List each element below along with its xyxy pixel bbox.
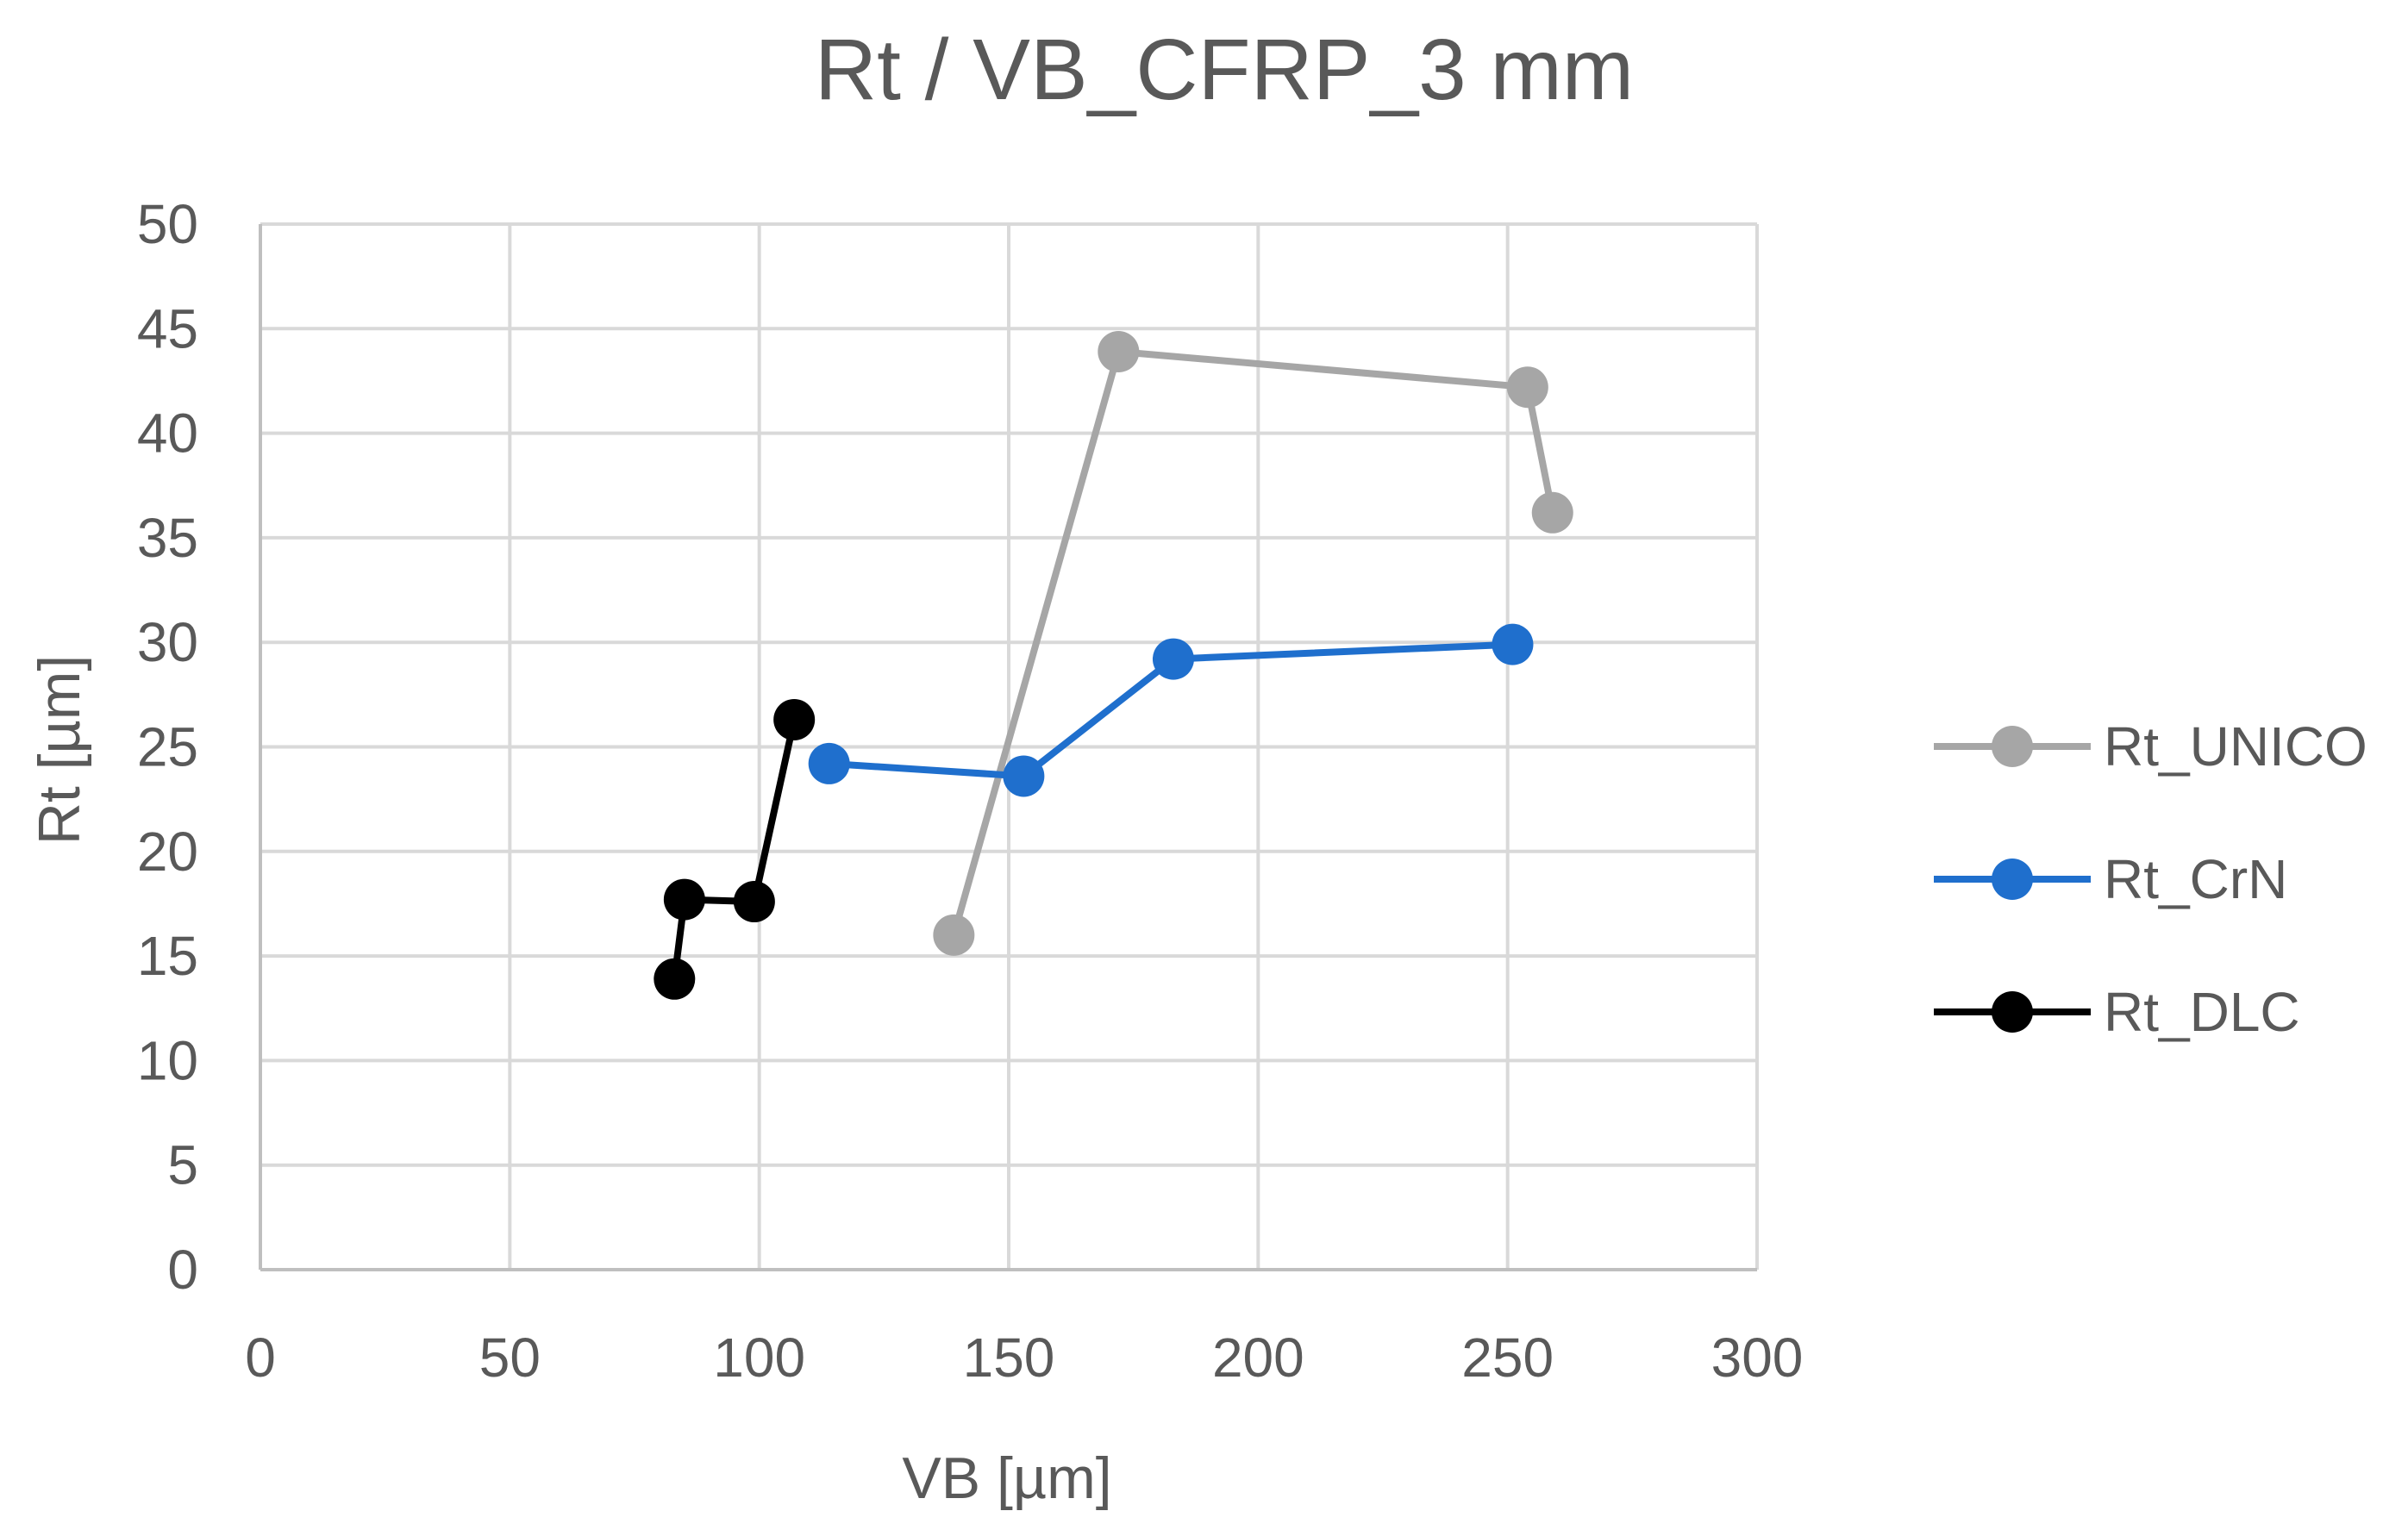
- y-tick-label: 30: [137, 611, 198, 673]
- data-point-rt-crn: [1152, 638, 1194, 680]
- x-axis-title: VB [µm]: [902, 1445, 1111, 1511]
- legend-marker-rt-dlc: [1992, 991, 2033, 1033]
- x-tick-label: 250: [1461, 1327, 1554, 1389]
- x-tick-label: 300: [1711, 1327, 1804, 1389]
- legend: Rt_UNICO Rt_CrN Rt_DLC: [1934, 715, 2367, 1043]
- chart-title: Rt / VB_CFRP_3 mm: [815, 22, 1634, 118]
- legend-item-rt-crn: Rt_CrN: [1934, 848, 2287, 910]
- y-axis-title: Rt [µm]: [27, 655, 92, 846]
- legend-marker-rt-crn: [1992, 859, 2033, 900]
- data-point-rt-unico: [1531, 491, 1573, 534]
- legend-label-rt-dlc: Rt_DLC: [2104, 981, 2300, 1043]
- data-point-rt-crn: [1492, 623, 1534, 665]
- series-rt-crn: [808, 623, 1534, 797]
- series-rt-dlc: [654, 698, 816, 1000]
- data-point-rt-crn: [808, 742, 850, 784]
- data-point-rt-dlc: [733, 881, 775, 923]
- x-axis-tick-labels: 0 50 100 150 200 250 300: [245, 1327, 1803, 1389]
- y-tick-label: 40: [137, 403, 198, 465]
- data-point-rt-unico: [933, 914, 975, 956]
- y-tick-label: 15: [137, 925, 198, 987]
- series-line-rt-unico: [950, 348, 1556, 936]
- legend-item-rt-unico: Rt_UNICO: [1934, 715, 2367, 777]
- data-point-rt-dlc: [773, 698, 816, 740]
- data-point-rt-crn: [1003, 755, 1045, 797]
- y-tick-label: 0: [167, 1239, 198, 1301]
- y-tick-label: 5: [167, 1134, 198, 1196]
- y-tick-label: 10: [137, 1029, 198, 1091]
- data-point-rt-unico: [1098, 330, 1140, 372]
- data-point-rt-unico: [1506, 366, 1548, 409]
- y-axis-tick-labels: 0 5 10 15 20 25 30 35 40 45 50: [137, 193, 198, 1301]
- axes: [259, 224, 1757, 1271]
- data-series: [654, 330, 1573, 1000]
- legend-marker-rt-unico: [1992, 726, 2033, 767]
- series-line-rt-crn: [829, 640, 1513, 780]
- x-tick-label: 100: [713, 1327, 805, 1389]
- x-tick-label: 150: [963, 1327, 1055, 1389]
- y-tick-label: 35: [137, 507, 198, 569]
- legend-item-rt-dlc: Rt_DLC: [1934, 981, 2300, 1043]
- series-line-rt-dlc: [671, 719, 798, 980]
- x-tick-label: 50: [479, 1327, 541, 1389]
- series-rt-unico: [933, 330, 1573, 956]
- y-tick-label: 50: [137, 193, 198, 255]
- legend-label-rt-crn: Rt_CrN: [2104, 848, 2287, 910]
- y-tick-label: 25: [137, 716, 198, 778]
- data-point-rt-dlc: [654, 958, 696, 1000]
- y-tick-label: 20: [137, 821, 198, 883]
- data-point-rt-dlc: [663, 878, 705, 921]
- y-tick-label: 45: [137, 297, 198, 359]
- x-tick-label: 0: [245, 1327, 276, 1389]
- x-tick-label: 200: [1212, 1327, 1304, 1389]
- legend-label-rt-unico: Rt_UNICO: [2104, 715, 2367, 777]
